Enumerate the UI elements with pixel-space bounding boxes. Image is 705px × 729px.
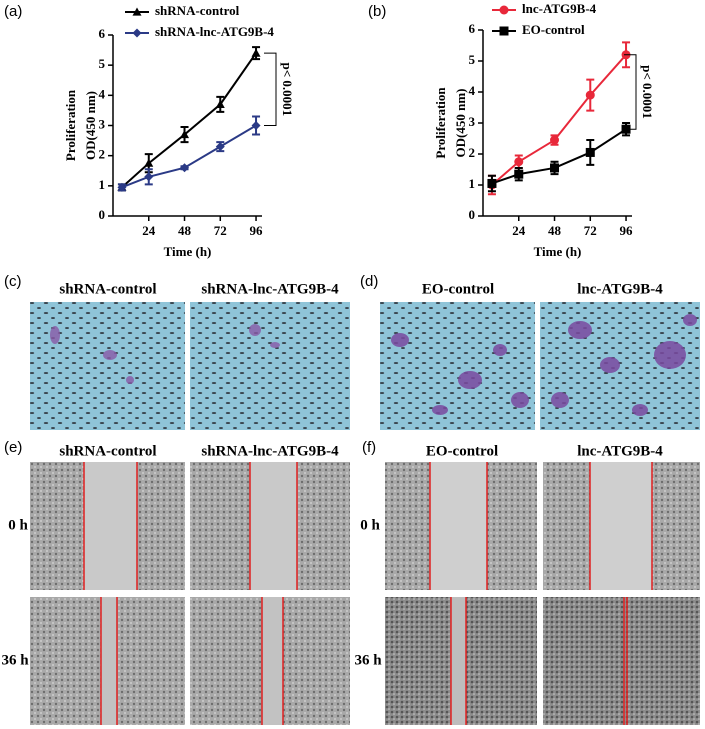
marker	[514, 169, 524, 179]
marker	[251, 48, 261, 57]
series-line	[491, 128, 627, 185]
y-tick-label: 5	[99, 56, 106, 71]
marker	[180, 163, 190, 173]
marker	[215, 142, 225, 152]
column-header: shRNA-lnc-ATG9B-4	[201, 443, 339, 459]
marker	[585, 90, 595, 100]
series-line	[121, 52, 257, 189]
x-tick-label: 24	[512, 223, 526, 238]
y-axis-label: Proliferation	[433, 87, 448, 159]
x-axis-label: Time (h)	[164, 244, 212, 259]
significance-bracket	[624, 54, 637, 130]
y-tick-label: 0	[469, 207, 476, 222]
annotation: p< 0.0001	[640, 65, 655, 119]
y-tick-label: 2	[469, 145, 476, 160]
significance-bracket	[264, 52, 277, 126]
column-header: shRNA-control	[59, 281, 156, 297]
x-tick-label: 48	[178, 223, 192, 238]
series-line	[121, 124, 257, 189]
wound-images	[385, 462, 700, 725]
y-tick-label: 2	[99, 147, 106, 162]
y-tick-label: 4	[99, 86, 106, 101]
micrograph	[190, 302, 350, 430]
marker	[132, 28, 142, 38]
marker	[550, 135, 560, 145]
column-header: EO-control	[422, 281, 494, 297]
column-header: lnc-ATG9B-4	[577, 443, 663, 459]
annotation: p< 0.0001	[280, 62, 295, 116]
x-tick-label: 72	[214, 223, 227, 238]
y-tick-label: 6	[99, 26, 106, 41]
marker	[144, 158, 154, 167]
legend-label: EO-control	[522, 22, 585, 37]
x-tick-label: 48	[548, 223, 562, 238]
x-tick-label: 96	[620, 223, 634, 238]
panel-label: (f)	[362, 439, 376, 456]
y-axis-label: Proliferation	[63, 89, 78, 161]
stained-cells	[50, 324, 280, 384]
legend-label: lnc-ATG9B-4	[522, 1, 597, 16]
marker	[585, 147, 595, 157]
marker	[487, 178, 497, 188]
y-tick-label: 6	[469, 21, 476, 36]
row-label: 36 h	[1, 652, 29, 668]
micrograph	[380, 302, 535, 430]
marker	[514, 157, 524, 167]
micrograph	[30, 302, 185, 430]
row-label: 0 h	[360, 517, 380, 533]
column-header: EO-control	[426, 443, 498, 459]
panel-label: (c)	[4, 273, 22, 290]
y-tick-label: 4	[469, 83, 476, 98]
marker	[180, 130, 190, 139]
panel-label: (d)	[360, 273, 378, 290]
marker	[251, 121, 261, 130]
panel-label: (b)	[368, 3, 386, 20]
row-label: 0 h	[8, 517, 28, 533]
x-tick-label: 96	[250, 223, 264, 238]
column-header: lnc-ATG9B-4	[577, 281, 663, 297]
y-tick-label: 0	[99, 207, 106, 222]
y-tick-label: 5	[469, 52, 476, 67]
y-tick-label: 1	[99, 177, 106, 192]
legend-label: shRNA-lnc-ATG9B-4	[155, 24, 274, 39]
marker	[499, 26, 509, 36]
panel-label: (a)	[4, 3, 22, 20]
legend-label: shRNA-control	[155, 3, 240, 18]
y-tick-label: 3	[99, 116, 106, 131]
y-axis-label: OD(450 nm)	[453, 89, 468, 158]
wound-images	[30, 462, 350, 725]
y-tick-label: 1	[469, 176, 476, 191]
column-header: shRNA-lnc-ATG9B-4	[201, 281, 339, 297]
marker	[144, 172, 154, 182]
stained-cells	[391, 314, 697, 416]
marker	[499, 5, 509, 15]
marker	[117, 182, 127, 192]
x-tick-label: 72	[584, 223, 597, 238]
panel-label: (e)	[4, 439, 22, 456]
marker	[132, 7, 142, 16]
marker	[550, 163, 560, 173]
column-header: shRNA-control	[59, 443, 156, 459]
y-tick-label: 3	[469, 114, 476, 129]
y-axis-label: OD(450 nm)	[83, 91, 98, 160]
x-tick-label: 24	[142, 223, 156, 238]
row-label: 36 h	[354, 652, 382, 668]
x-axis-label: Time (h)	[534, 244, 582, 259]
marker	[215, 99, 225, 108]
